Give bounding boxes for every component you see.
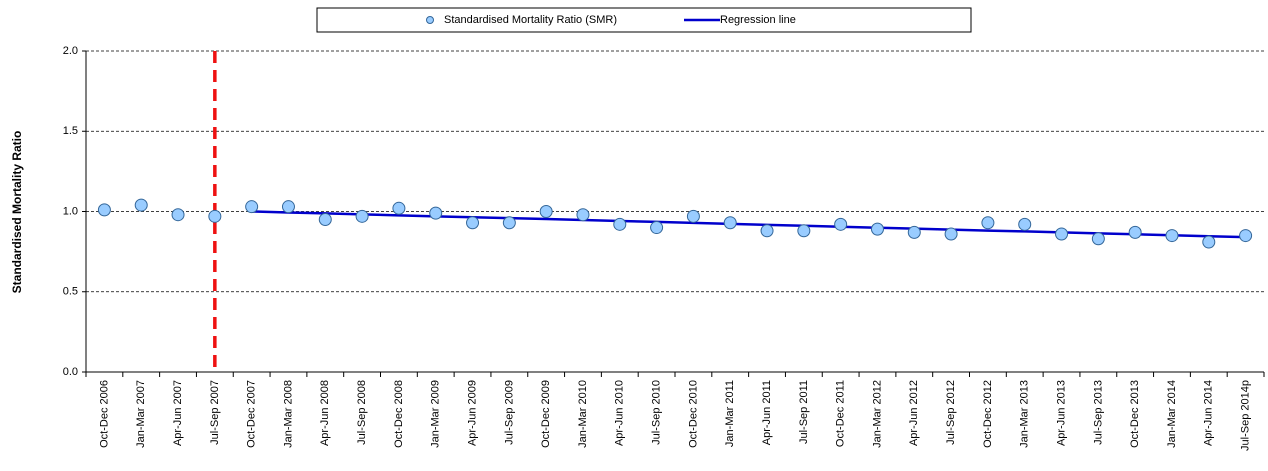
x-tick-label: Oct-Dec 2012 <box>982 380 994 448</box>
x-tick-label: Jul-Sep 2012 <box>945 380 957 445</box>
smr-point <box>318 213 332 227</box>
x-tick-label: Jan-Mar 2011 <box>724 380 736 447</box>
x-tick-label: Oct-Dec 2009 <box>540 380 552 448</box>
legend-box <box>316 7 972 33</box>
smr-point <box>723 216 737 230</box>
x-tick-label: Jan-Mar 2009 <box>430 380 442 448</box>
legend-label: Regression line <box>720 14 796 26</box>
regression-line <box>251 210 1246 239</box>
legend-label: Standardised Mortality Ratio (SMR) <box>444 14 617 26</box>
x-tick-label: Jul-Sep 2011 <box>798 380 810 444</box>
smr-point <box>760 224 774 238</box>
smr-point <box>1128 225 1142 239</box>
y-tick-label: 2.0 <box>63 45 78 57</box>
y-tick-label: 0.5 <box>63 286 78 298</box>
smr-point <box>171 208 185 222</box>
smr-point <box>686 209 700 223</box>
x-tick-label: Apr-Jun 2009 <box>466 380 478 446</box>
smr-point <box>1165 229 1179 243</box>
x-tick-label: Jul-Sep 2014p <box>1240 380 1252 451</box>
smr-point <box>1202 235 1216 249</box>
smr-point <box>907 225 921 239</box>
smr-point <box>355 209 369 223</box>
legend-marker <box>426 16 434 24</box>
x-tick-label: Oct-Dec 2008 <box>393 380 405 448</box>
smr-point <box>134 198 148 212</box>
x-tick-label: Apr-Jun 2007 <box>172 380 184 446</box>
x-tick-label: Jan-Mar 2010 <box>577 380 589 448</box>
smr-point <box>650 221 664 235</box>
x-tick-label: Jan-Mar 2007 <box>135 380 147 448</box>
y-tick-label: 1.0 <box>63 205 78 217</box>
x-tick-label: Apr-Jun 2014 <box>1203 380 1215 446</box>
smr-point <box>576 208 590 222</box>
x-tick-label: Apr-Jun 2008 <box>319 380 331 446</box>
y-axis-label: Standardised Mortality Ratio <box>10 131 24 294</box>
smr-point <box>281 200 295 214</box>
smr-point <box>981 216 995 230</box>
x-tick-label: Apr-Jun 2012 <box>908 380 920 446</box>
smr-point <box>502 216 516 230</box>
smr-point <box>245 200 259 214</box>
x-tick-label: Apr-Jun 2010 <box>614 380 626 446</box>
x-tick-label: Jul-Sep 2008 <box>356 380 368 445</box>
smr-point <box>466 216 480 230</box>
x-tick-label: Apr-Jun 2013 <box>1055 380 1067 446</box>
smr-point <box>1091 232 1105 246</box>
smr-point <box>392 201 406 215</box>
smr-point <box>97 203 111 217</box>
smr-point <box>539 205 553 218</box>
x-tick-label: Apr-Jun 2011 <box>761 380 773 445</box>
smr-point <box>870 222 884 236</box>
y-tick-label: 0.0 <box>63 366 78 378</box>
x-tick-label: Jan-Mar 2008 <box>282 380 294 448</box>
x-tick-label: Oct-Dec 2007 <box>246 380 258 448</box>
smr-point <box>944 227 958 241</box>
x-tick-label: Jul-Sep 2009 <box>503 380 515 445</box>
x-tick-label: Jul-Sep 2013 <box>1092 380 1104 445</box>
smr-point <box>613 217 627 231</box>
smr-point <box>1055 227 1069 241</box>
smr-point <box>429 206 443 220</box>
x-tick-label: Jul-Sep 2007 <box>209 380 221 445</box>
x-tick-label: Jan-Mar 2012 <box>871 380 883 448</box>
smr-point <box>1239 229 1253 243</box>
x-tick-label: Oct-Dec 2013 <box>1129 380 1141 448</box>
smr-point <box>797 224 811 238</box>
smr-point <box>208 209 222 223</box>
x-tick-label: Jan-Mar 2014 <box>1166 380 1178 448</box>
smr-point <box>834 217 848 231</box>
x-tick-label: Oct-Dec 2010 <box>687 380 699 448</box>
x-tick-label: Oct-Dec 2011 <box>835 380 847 447</box>
smr-point <box>1018 217 1032 231</box>
x-tick-label: Oct-Dec 2006 <box>98 380 110 448</box>
y-tick-label: 1.5 <box>63 125 78 137</box>
x-tick-label: Jul-Sep 2010 <box>651 380 663 445</box>
x-tick-label: Jan-Mar 2013 <box>1019 380 1031 448</box>
